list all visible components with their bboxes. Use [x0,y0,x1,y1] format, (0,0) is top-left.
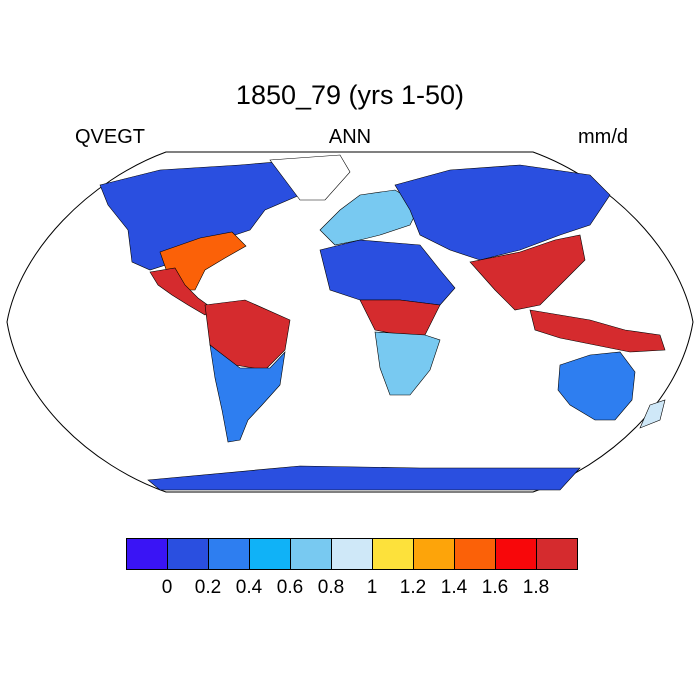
colorbar-tick-label: 0 [161,577,173,598]
region-new-zealand [639,399,666,429]
colorbar-tick-label: 1.8 [522,577,550,598]
units-label: mm/d [578,126,628,148]
colorbar-swatch [496,539,537,569]
colorbar-swatch [455,539,496,569]
colorbar-swatch [414,539,455,569]
land-layer [99,154,666,491]
colorbar-swatch [250,539,291,569]
region-maritime-continent [529,309,666,353]
colorbar-swatch [537,539,577,569]
region-australia [557,351,636,421]
colorbar-tick-label: 1.2 [399,577,427,598]
region-africa-north [319,239,456,306]
variable-label: QVEGT [75,126,146,148]
region-africa-south [374,331,441,396]
colorbar-tick-label: 0.8 [317,577,345,598]
colorbar-tick-label: 1.6 [481,577,509,598]
colorbar-tick-label: 0.2 [194,577,222,598]
colorbar-tick-label: 1.4 [440,577,468,598]
colorbar-swatch [291,539,332,569]
colorbar-swatch [127,539,168,569]
region-africa-central [359,299,441,336]
region-asia-southeast [469,234,586,311]
colorbar [126,538,578,570]
colorbar-tick-label: 1 [366,577,378,598]
colorbar-swatch [209,539,250,569]
map-frame [6,151,694,493]
colorbar-swatch [168,539,209,569]
region-greenland [269,154,351,201]
region-south-america-south [209,344,286,443]
period-label: ANN [328,126,372,148]
colorbar-swatch [332,539,373,569]
region-asia-north [394,164,611,261]
region-antarctica [147,465,581,491]
colorbar-swatch [373,539,414,569]
map-title: 1850_79 (yrs 1-50) [235,80,465,110]
colorbar-tick-label: 0.4 [235,577,263,598]
colorbar-tick-label: 0.6 [276,577,304,598]
